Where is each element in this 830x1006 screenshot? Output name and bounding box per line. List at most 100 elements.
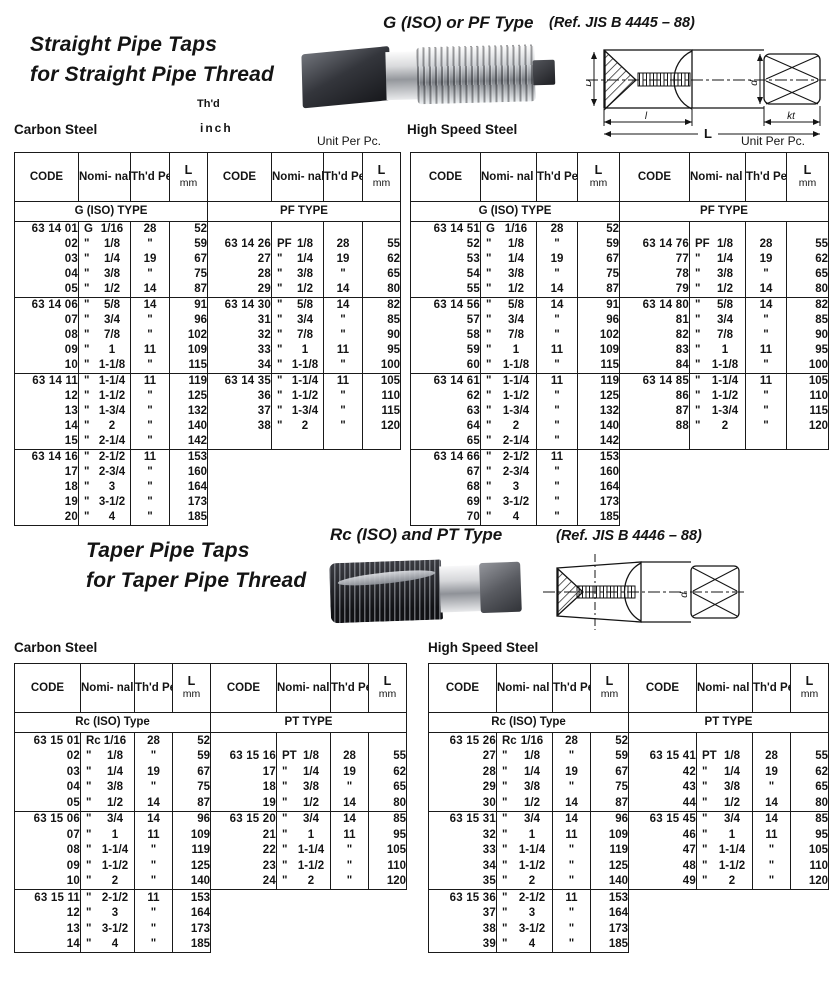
size-value: 1-1/4 xyxy=(291,375,319,388)
size-cell xyxy=(697,937,753,953)
thd-cell: " xyxy=(130,267,170,282)
size-prefix: PF xyxy=(695,238,710,251)
thd-cell: 14 xyxy=(552,810,591,827)
size-prefix: " xyxy=(486,420,492,433)
header-size: Nomi- nal Size xyxy=(689,152,746,202)
code-cell: 05 xyxy=(14,282,79,298)
size-prefix: " xyxy=(282,781,288,794)
length-cell: 65 xyxy=(786,267,829,282)
thd-cell: 19 xyxy=(130,252,170,267)
code-cell: 32 xyxy=(428,827,497,843)
code-cell: 70 xyxy=(410,510,481,526)
size-prefix: " xyxy=(84,344,90,357)
code-cell: 28 xyxy=(428,764,497,780)
length-cell: 105 xyxy=(362,373,401,389)
size-prefix: " xyxy=(502,750,508,763)
size-value: 1-3/4 xyxy=(711,405,739,418)
length-cell: 91 xyxy=(169,297,208,313)
size-value: 1-3/4 xyxy=(291,405,319,418)
thd-cell: " xyxy=(536,267,578,282)
taper-section-title: Taper Pipe Taps for Taper Pipe Thread xyxy=(86,536,306,596)
size-cell xyxy=(272,465,324,480)
code-cell: 63 15 41 xyxy=(628,748,697,764)
thd-cell: " xyxy=(130,313,170,328)
size-cell: " 2 xyxy=(78,419,131,434)
thd-cell: 14 xyxy=(330,795,369,811)
code-cell: 63 14 85 xyxy=(619,373,690,389)
size-prefix: " xyxy=(282,765,288,778)
length-cell: 160 xyxy=(577,465,620,480)
length-cell: 91 xyxy=(577,297,620,313)
size-cell: " 2 xyxy=(689,419,746,434)
code-cell: 02 xyxy=(14,748,81,764)
length-cell xyxy=(790,889,829,906)
code-cell: 60 xyxy=(410,358,481,374)
code-cell: 52 xyxy=(410,237,481,252)
size-cell: G 1/16 xyxy=(480,221,537,237)
thd-note-line2: inch xyxy=(200,121,233,135)
size-prefix: " xyxy=(86,891,92,904)
length-cell: 109 xyxy=(169,343,208,358)
size-value: 4 xyxy=(111,938,119,951)
code-cell: 86 xyxy=(619,389,690,404)
code-cell xyxy=(620,510,690,526)
code-cell: 63 14 26 xyxy=(207,237,272,252)
size-value: 7/8 xyxy=(104,329,120,342)
length-cell: 96 xyxy=(172,810,211,827)
length-cell: 125 xyxy=(169,389,208,404)
size-cell: " 5/8 xyxy=(78,297,131,313)
size-cell: " 4 xyxy=(78,510,131,526)
thd-cell: " xyxy=(536,465,578,480)
code-cell: 88 xyxy=(619,419,690,434)
size-cell: Rc 1/16 xyxy=(496,732,553,749)
code-cell: 08 xyxy=(14,328,79,343)
code-cell: 55 xyxy=(410,282,481,298)
thd-cell: " xyxy=(752,873,791,890)
header-code: CODE xyxy=(410,152,481,202)
thd-cell xyxy=(745,434,787,450)
type-right-cell: PF TYPE xyxy=(207,201,401,222)
size-cell: " 1-1/4 xyxy=(496,842,553,858)
thd-cell: 14 xyxy=(745,297,787,313)
size-value: 1-1/8 xyxy=(711,359,739,372)
thd-cell: " xyxy=(130,465,170,480)
type-right-cell: PT TYPE xyxy=(628,712,829,733)
length-cell: 80 xyxy=(786,282,829,298)
size-prefix: " xyxy=(86,922,92,935)
size-value: 4 xyxy=(528,938,536,951)
size-value: 3/8 xyxy=(297,268,313,281)
thd-cell xyxy=(324,510,363,526)
size-prefix: " xyxy=(86,875,92,888)
length-cell: 62 xyxy=(790,764,829,780)
thd-cell: 11 xyxy=(323,343,363,358)
size-prefix: " xyxy=(277,268,283,281)
length-cell: 164 xyxy=(172,905,211,921)
thd-cell xyxy=(323,434,363,450)
code-cell: 10 xyxy=(14,358,79,374)
size-value: 1-1/8 xyxy=(291,359,319,372)
length-cell: 132 xyxy=(169,404,208,419)
thd-cell: " xyxy=(130,480,170,495)
size-value: 1/4 xyxy=(524,765,540,778)
size-value: 1-1/2 xyxy=(98,390,126,403)
length-cell: 96 xyxy=(590,810,629,827)
type-right-cell: PF TYPE xyxy=(619,201,829,222)
length-cell xyxy=(362,449,401,465)
size-value: 5/8 xyxy=(297,299,313,312)
size-prefix: " xyxy=(84,466,90,479)
code-cell: 63 xyxy=(410,404,481,419)
code-cell: 34 xyxy=(207,358,272,374)
length-cell xyxy=(369,921,407,937)
size-cell: " 1-1/8 xyxy=(271,358,324,374)
thd-cell: " xyxy=(130,510,170,526)
size-value: 1 xyxy=(108,344,116,357)
size-cell: " 1-1/2 xyxy=(78,389,131,404)
size-value: 4 xyxy=(108,511,116,524)
size-value: 3/8 xyxy=(524,781,540,794)
size-cell: " 3 xyxy=(80,905,135,921)
dim-label-kt: kt xyxy=(787,111,796,122)
thd-cell xyxy=(331,937,369,953)
